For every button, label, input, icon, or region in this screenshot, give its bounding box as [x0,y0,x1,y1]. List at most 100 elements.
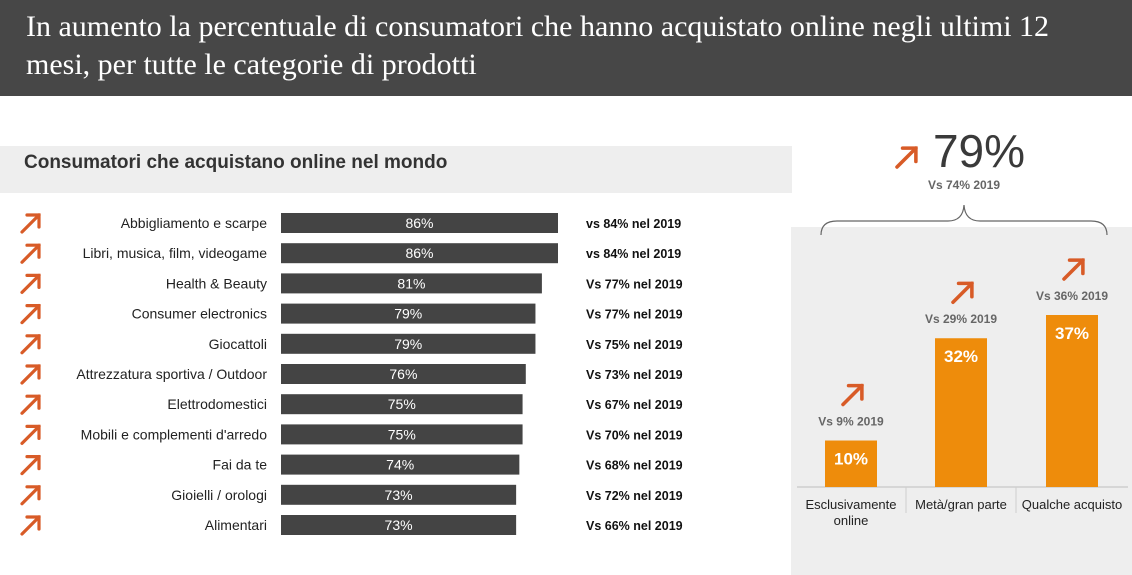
bar [281,303,536,324]
category-label: online [834,513,869,528]
arrow-head [25,213,41,229]
arrow-shaft [20,243,41,264]
arrow-shaft [20,485,41,506]
comparison-label: Vs 68% nel 2019 [586,459,683,473]
arrow-head [25,424,41,440]
data-label: 32% [944,347,978,366]
up-right-arrow-icon [20,394,41,415]
up-right-arrow-icon [20,364,41,385]
category-label: Qualche acquisto [1022,497,1122,512]
up-right-arrow-icon [20,273,41,294]
comparison-label: Vs 9% 2019 [818,415,884,429]
category-label: Fai da te [213,457,268,473]
arrow-head [25,304,41,320]
arrow-head [25,273,41,289]
bar [281,515,517,535]
arrow-head [25,515,41,531]
category-label: Abbigliamento e scarpe [121,215,268,231]
category-label: Mobili e complementi d'arredo [81,426,268,442]
data-label: 75% [388,396,416,412]
category-label: Metà/gran parte [915,497,1007,512]
up-right-arrow-icon [20,485,41,506]
arrow-shaft [20,394,41,415]
data-label: 10% [834,450,868,469]
category-label: Elettrodomestici [167,396,267,412]
arrow-shaft [20,213,41,234]
arrow-head [25,364,41,380]
arrow-head [1067,258,1085,276]
data-label: 74% [386,457,414,473]
comparison-label: Vs 75% nel 2019 [586,338,683,352]
arrow-shaft [20,273,41,294]
bar [281,484,517,505]
bar [281,394,523,415]
up-right-arrow-icon [895,146,918,169]
arrow-shaft [895,146,918,169]
comparison-label: Vs 70% nel 2019 [586,428,683,442]
bar [281,213,558,233]
data-label: 75% [388,426,416,442]
arrow-shaft [20,334,41,355]
arrow-head [25,485,41,501]
up-right-arrow-icon [20,424,41,445]
bar [1046,315,1098,487]
comparison-label: vs 84% nel 2019 [586,247,681,261]
category-label: Health & Beauty [166,275,267,291]
page-title: In aumento la percentuale di consumatori… [26,10,1050,81]
bar [281,454,520,475]
data-label: 79% [394,306,422,322]
comparison-label: Vs 77% nel 2019 [586,308,683,322]
arrow-head [25,243,41,259]
up-right-arrow-icon [20,515,41,536]
up-right-arrow-icon [951,281,974,305]
arrow-head [25,334,41,350]
category-label: Libri, musica, film, videogame [83,245,268,261]
bar [281,333,536,354]
comparison-label: Vs 77% nel 2019 [586,277,683,291]
brace [820,204,1108,236]
bar [281,273,542,294]
data-label: 76% [389,366,417,382]
subtitle-band [0,146,792,193]
up-right-arrow-icon [20,213,41,234]
arrow-shaft [20,364,41,385]
comparison-label: Vs 29% 2019 [925,312,997,326]
bar [281,364,526,384]
comparison-label: Vs 66% nel 2019 [586,519,683,533]
comparison-label: Vs 67% nel 2019 [586,398,683,412]
arrow-head [900,146,918,164]
arrow-shaft [20,304,41,325]
data-label: 79% [394,336,422,352]
total-value: 79% [933,125,1025,177]
arrow-head [956,281,974,299]
up-right-arrow-icon [20,304,41,325]
comparison-label: Vs 36% 2019 [1036,289,1108,303]
category-label: Attrezzatura sportiva / Outdoor [76,366,267,382]
arrow-shaft [20,424,41,445]
bar [825,440,877,487]
up-right-arrow-icon [20,455,41,476]
total-comparison: Vs 74% 2019 [928,178,1000,192]
up-right-arrow-icon [20,334,41,355]
arrow-head [25,394,41,410]
up-right-arrow-icon [841,383,864,407]
data-label: 81% [397,275,425,291]
title-band [0,0,1132,96]
data-label: 86% [405,245,433,261]
arrow-shaft [841,383,864,407]
chart-title: Consumatori che acquistano online nel mo… [24,152,448,173]
arrow-shaft [1062,258,1085,281]
arrow-head [25,455,41,471]
up-right-arrow-icon [1062,258,1085,281]
arrow-shaft [20,515,41,536]
data-label: 73% [385,517,413,533]
arrow-shaft [951,281,974,305]
data-label: 86% [405,215,433,231]
category-label: Alimentari [205,517,267,533]
category-label: Gioielli / orologi [171,487,267,503]
category-label: Giocattoli [209,336,267,352]
comparison-label: Vs 73% nel 2019 [586,368,683,382]
data-label: 37% [1055,324,1089,343]
category-label: Esclusivamente [805,497,896,512]
